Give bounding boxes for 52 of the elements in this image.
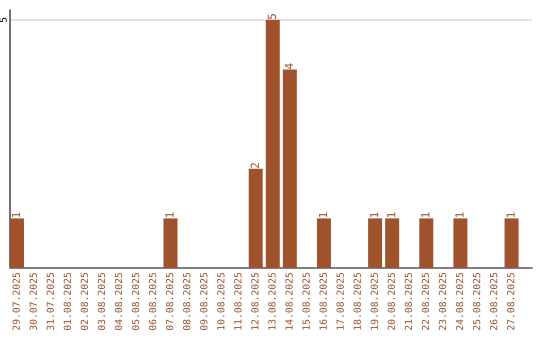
- data-label: 2: [250, 163, 259, 168]
- data-label: 1: [455, 212, 464, 218]
- x-tick-label: 18.08.2025: [354, 272, 361, 330]
- x-tick-label: 16.08.2025: [319, 272, 327, 330]
- x-tick-label: 12.08.2025: [251, 272, 259, 330]
- x-tick-label: 19.08.2025: [370, 272, 378, 330]
- bar: [419, 218, 434, 268]
- data-label: 1: [506, 212, 515, 218]
- x-tick-label: 17.08.2025: [336, 272, 344, 330]
- bar: [504, 218, 519, 268]
- x-tick-label: 01.08.2025: [64, 272, 71, 330]
- x-tick-label: 09.08.2025: [200, 272, 208, 330]
- bar: [385, 218, 400, 268]
- x-tick-label: 20.08.2025: [388, 272, 396, 330]
- x-tick-label: 08.08.2025: [183, 272, 190, 330]
- x-tick-label: 07.08.2025: [166, 272, 174, 330]
- bar: [266, 20, 280, 268]
- x-tick-label: 14.08.2025: [285, 272, 293, 330]
- bar: [163, 218, 178, 268]
- x-tick-label: 29.07.2025: [12, 272, 20, 330]
- x-tick-label: 31.07.2025: [46, 272, 54, 330]
- bar: [368, 218, 382, 268]
- x-tick-label: 04.08.2025: [114, 272, 122, 330]
- data-label: 5: [268, 14, 276, 20]
- x-tick-label: 27.08.2025: [507, 272, 514, 330]
- x-tick-label: 06.08.2025: [148, 272, 156, 330]
- x-tick-label: 11.08.2025: [234, 272, 242, 330]
- bar: [316, 218, 331, 268]
- x-tick-label: 13.08.2025: [268, 272, 276, 330]
- x-tick-label: 05.08.2025: [132, 272, 140, 330]
- x-tick-label: 26.08.2025: [490, 272, 498, 330]
- bar: [10, 218, 24, 268]
- x-tick-label: 25.08.2025: [472, 272, 480, 330]
- bar: [282, 70, 297, 268]
- x-tick-label: 10.08.2025: [217, 272, 224, 330]
- x-tick-label: 30.07.2025: [30, 272, 37, 330]
- x-tick-label: 21.08.2025: [404, 272, 412, 330]
- data-label: 4: [284, 63, 293, 69]
- data-label: 1: [421, 212, 430, 218]
- x-tick-label: 03.08.2025: [98, 272, 106, 330]
- data-label: 1: [165, 212, 174, 218]
- data-label: 1: [370, 212, 378, 218]
- data-label: 1: [387, 212, 396, 218]
- x-tick-label: 02.08.2025: [80, 272, 88, 330]
- data-label: 1: [12, 212, 20, 218]
- bar: [248, 168, 263, 268]
- data-label: 1: [318, 212, 328, 218]
- x-tick-label: 24.08.2025: [456, 272, 464, 330]
- x-tick-label: 22.08.2025: [422, 272, 430, 330]
- bar: [453, 218, 468, 268]
- x-tick-label: 23.08.2025: [438, 272, 446, 330]
- x-tick-label: 15.08.2025: [302, 272, 310, 330]
